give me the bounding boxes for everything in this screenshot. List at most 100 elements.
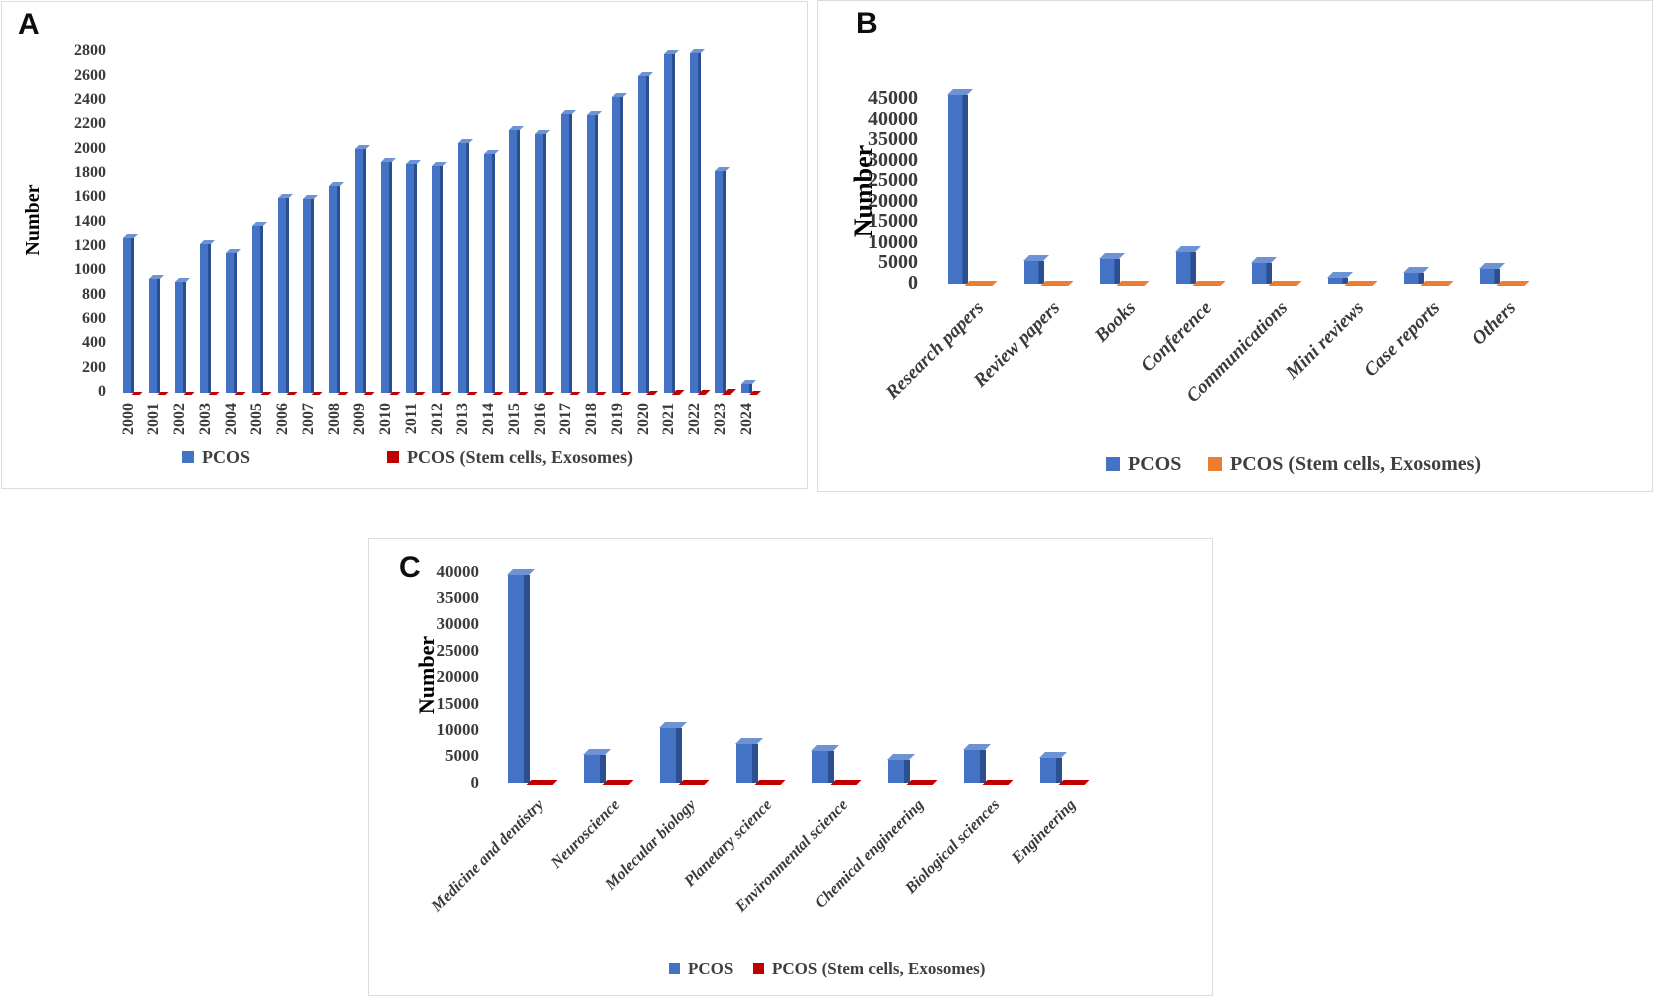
x-category-label: Biological sciences [902,796,1004,898]
y-tick-label: 1800 [74,163,106,181]
bar-top-face [174,278,190,282]
bar-pcos-3 [1175,246,1201,284]
bar-stem-red-3 [208,392,220,395]
bar-stem-red-16 [543,392,555,395]
legend-swatch-icon [753,963,764,974]
bar-top-face [1175,246,1201,252]
bar-stem-red-18 [595,392,606,395]
x-category-label: 2001 [145,403,163,436]
bar-pcos-6 [1403,267,1429,284]
bar-pcos-6 [963,744,991,783]
bar-top-face [432,162,447,166]
y-tick-label: 2000 [74,139,106,157]
x-category-label: 2023 [711,403,729,436]
bar-pcos-10 [380,158,396,393]
y-tick-label: 5000 [445,746,479,766]
bar-top-face [741,380,756,384]
bar-pcos-18 [586,111,602,393]
bar-top-face [148,275,164,279]
y-tick-label: 40000 [868,107,918,130]
legend-label: PCOS (Stem cells, Exosomes) [772,959,986,978]
bar-pcos-2 [1099,253,1125,284]
bar-pcos-9 [354,145,370,393]
legend-swatch-icon [182,451,194,463]
y-tick-label: 1600 [74,188,106,206]
bar-pcos-5 [1327,272,1353,284]
legend-item-pcos-stem-cells-exosomes: PCOS (Stem cells, Exosomes) [1208,454,1481,474]
y-tick-label: 10000 [436,719,480,739]
y-tick-label: 40000 [436,561,480,581]
legend-swatch-icon [1106,457,1120,471]
bar-pcos-2 [174,278,190,393]
bar-stem-red-0 [131,392,143,395]
bar-pcos-19 [612,93,628,393]
y-tick-label: 25000 [868,169,918,192]
bar-pcos-7 [1479,263,1505,284]
panel-b: B Number 0 5000 10000 15000 20000 25000 30000 3… [817,0,1653,492]
bar-stem-orange-3 [1192,281,1226,286]
bar-stem-red-1 [602,780,634,785]
y-tick-label: 2400 [74,90,106,108]
legend-label: PCOS [688,959,734,978]
bar-pcos-1 [148,275,164,393]
bar-stem-red-19 [620,392,632,395]
y-tick-label: 0 [98,383,106,401]
x-category-label: 2005 [248,403,266,436]
bar-pcos-5 [887,754,915,783]
bar-pcos-3 [200,240,216,393]
bar-pcos-14 [483,150,499,393]
bar-top-face [1251,257,1277,263]
bar-top-face [1023,255,1049,261]
y-tick-label: 20000 [868,189,918,212]
bar-pcos-7 [303,195,319,393]
bar-stem-red-11 [414,392,426,395]
y-tick-label: 0 [470,772,480,792]
bar-top-face [663,50,679,54]
bar-top-face [612,93,628,97]
y-tick-label: 35000 [436,588,480,608]
y-tick-label: 15000 [436,693,480,713]
bar-stem-red-8 [337,392,349,395]
bar-pcos-3 [735,738,763,783]
bar-stem-orange-0 [964,281,998,286]
y-tick-label: 1200 [74,237,106,255]
bar-pcos-4 [1251,257,1277,284]
bar-top-face [1099,253,1125,259]
y-tick-label: 800 [82,285,106,303]
bar-pcos-7 [1039,752,1067,783]
panel-a-label: A [18,8,40,41]
bar-top-face [406,160,422,164]
bar-pcos-6 [277,194,293,393]
bar-stem-red-4 [234,392,246,395]
legend-label: PCOS [202,447,251,467]
bar-top-face [303,195,319,199]
bar-stem-red-2 [678,780,710,785]
panel-c: C Number 0 5000 10000 15000 20000 25000 30000 3… [368,538,1213,996]
bar-stem-orange-4 [1268,281,1302,286]
x-category-label: Engineering [1008,796,1080,867]
bar-top-face [638,72,653,76]
y-tick-label: 30000 [868,148,918,171]
y-tick-label: 20000 [436,667,480,687]
y-tick-label: 2800 [74,42,106,60]
bar-stem-red-1 [157,392,169,395]
bar-top-face [483,150,499,154]
bar-top-face [354,145,370,149]
bar-stem-red-9 [363,392,375,395]
bar-pcos-1 [583,749,611,783]
bar-top-face [560,110,576,114]
bar-pcos-15 [509,126,525,393]
legend-item-pcos: PCOS [182,448,250,466]
bar-pcos-4 [811,745,839,783]
bar-stem-orange-5 [1344,281,1378,286]
bar-pcos-20 [638,72,653,393]
legend-item-pcos-stem-cells-exosomes: PCOS (Stem cells, Exosomes) [387,448,633,466]
legend-item-pcos: PCOS [669,960,733,977]
bar-top-face [963,744,991,750]
bar-top-face [811,745,839,751]
bar-top-face [947,89,973,95]
bar-pcos-12 [432,162,447,393]
y-tick-label: 25000 [436,640,480,660]
x-category-label: Chemical engineering [811,796,928,912]
y-tick-label: 600 [82,310,106,328]
